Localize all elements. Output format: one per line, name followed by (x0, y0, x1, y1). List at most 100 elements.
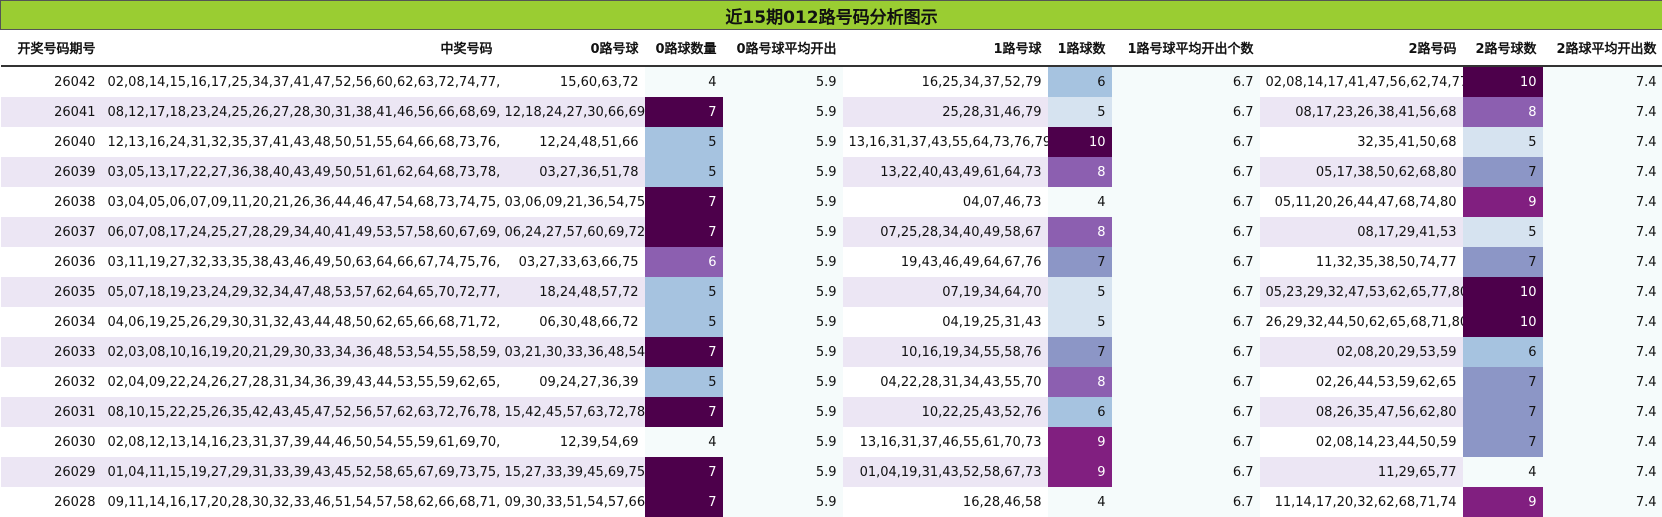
table-cell: 7.4 (1543, 457, 1662, 487)
table-cell: 12,24,48,51,66 (499, 127, 645, 157)
table-cell: 9 (1048, 457, 1112, 487)
table-cell: 5 (1463, 217, 1543, 247)
table-cell: 7 (645, 457, 723, 487)
table-cell: 18,24,48,57,72 (499, 277, 645, 307)
table-cell: 03,11,19,27,32,33,35,38,43,46,49,50,63,6… (102, 247, 499, 277)
table-cell: 13,22,40,43,49,61,64,73 (843, 157, 1048, 187)
table-cell: 26029 (1, 457, 102, 487)
table-cell: 5.9 (723, 397, 843, 427)
table-cell: 6.7 (1112, 97, 1260, 127)
table-cell: 02,08,14,23,44,50,59 (1260, 427, 1463, 457)
table-cell: 03,27,36,51,78 (499, 157, 645, 187)
table-cell: 5.9 (723, 217, 843, 247)
table-cell: 7.4 (1543, 97, 1662, 127)
table-cell: 05,17,38,50,62,68,80 (1260, 157, 1463, 187)
table-cell: 15,42,45,57,63,72,78 (499, 397, 645, 427)
table-cell: 7.4 (1543, 277, 1662, 307)
table-cell: 4 (1048, 187, 1112, 217)
table-cell: 7 (1463, 367, 1543, 397)
table-cell: 6.7 (1112, 337, 1260, 367)
table-cell: 8 (1463, 97, 1543, 127)
table-cell: 7.4 (1543, 397, 1662, 427)
table-cell: 4 (1463, 457, 1543, 487)
table-cell: 8 (1048, 217, 1112, 247)
table-cell: 6.7 (1112, 247, 1260, 277)
table-cell: 02,08,12,13,14,16,23,31,37,39,44,46,50,5… (102, 427, 499, 457)
table-cell: 6 (1463, 337, 1543, 367)
table-cell: 03,06,09,21,36,54,75 (499, 187, 645, 217)
table-cell: 26039 (1, 157, 102, 187)
table-title: 近15期012路号码分析图示 (1, 1, 1662, 30)
table-cell: 5.9 (723, 337, 843, 367)
column-header: 1路球数 (1048, 30, 1112, 67)
table-cell: 13,16,31,37,43,55,64,73,76,79 (843, 127, 1048, 157)
table-cell: 7.4 (1543, 367, 1662, 397)
table-cell: 5 (1048, 307, 1112, 337)
table-cell: 7 (645, 97, 723, 127)
table-cell: 04,22,28,31,34,43,55,70 (843, 367, 1048, 397)
table-cell: 09,30,33,51,54,57,66 (499, 487, 645, 517)
table-cell: 06,07,08,17,24,25,27,28,29,34,40,41,49,5… (102, 217, 499, 247)
table-cell: 6 (1048, 397, 1112, 427)
table-cell: 01,04,19,31,43,52,58,67,73 (843, 457, 1048, 487)
table-cell: 26037 (1, 217, 102, 247)
table-cell: 4 (645, 66, 723, 97)
column-header: 2路号码 (1260, 30, 1463, 67)
table-cell: 01,04,11,15,19,27,29,31,33,39,43,45,52,5… (102, 457, 499, 487)
table-cell: 5 (645, 277, 723, 307)
table-cell: 06,30,48,66,72 (499, 307, 645, 337)
table-cell: 6.7 (1112, 66, 1260, 97)
table-cell: 04,06,19,25,26,29,30,31,32,43,44,48,50,6… (102, 307, 499, 337)
table-cell: 9 (1463, 487, 1543, 517)
table-cell: 5 (645, 367, 723, 397)
table-cell: 7 (645, 397, 723, 427)
table-cell: 11,29,65,77 (1260, 457, 1463, 487)
table-cell: 03,21,30,33,36,48,54 (499, 337, 645, 367)
table-cell: 26032 (1, 367, 102, 397)
table-cell: 7 (1463, 157, 1543, 187)
table-cell: 09,24,27,36,39 (499, 367, 645, 397)
table-cell: 26040 (1, 127, 102, 157)
table-cell: 5 (1048, 277, 1112, 307)
column-header: 1路号球平均开出个数 (1112, 30, 1260, 67)
table-cell: 19,43,46,49,64,67,76 (843, 247, 1048, 277)
table-cell: 08,10,15,22,25,26,35,42,43,45,47,52,56,5… (102, 397, 499, 427)
table-cell: 6.7 (1112, 157, 1260, 187)
table-cell: 6.7 (1112, 397, 1260, 427)
table-cell: 7 (1463, 247, 1543, 277)
table-cell: 5.9 (723, 157, 843, 187)
table-cell: 5 (645, 157, 723, 187)
column-header: 0路号球平均开出 (723, 30, 843, 67)
column-header: 0路号球 (499, 30, 645, 67)
table-cell: 03,05,13,17,22,27,36,38,40,43,49,50,51,6… (102, 157, 499, 187)
table-cell: 08,12,17,18,23,24,25,26,27,28,30,31,38,4… (102, 97, 499, 127)
table-cell: 6 (645, 247, 723, 277)
table-cell: 02,04,09,22,24,26,27,28,31,34,36,39,43,4… (102, 367, 499, 397)
table-cell: 6 (1048, 66, 1112, 97)
table-cell: 10 (1463, 66, 1543, 97)
table-cell: 5.9 (723, 277, 843, 307)
table-cell: 26034 (1, 307, 102, 337)
table-cell: 6.7 (1112, 307, 1260, 337)
table-cell: 10,22,25,43,52,76 (843, 397, 1048, 427)
table-cell: 5.9 (723, 247, 843, 277)
table-cell: 26,29,32,44,50,62,65,68,71,80 (1260, 307, 1463, 337)
table-cell: 6.7 (1112, 217, 1260, 247)
table-cell: 08,17,29,41,53 (1260, 217, 1463, 247)
table-cell: 26033 (1, 337, 102, 367)
table-cell: 7.4 (1543, 66, 1662, 97)
table-cell: 26042 (1, 66, 102, 97)
column-header: 开奖号码期号 (1, 30, 102, 67)
table-cell: 07,25,28,34,40,49,58,67 (843, 217, 1048, 247)
table-cell: 6.7 (1112, 457, 1260, 487)
table-cell: 5.9 (723, 427, 843, 457)
table-cell: 5 (645, 307, 723, 337)
